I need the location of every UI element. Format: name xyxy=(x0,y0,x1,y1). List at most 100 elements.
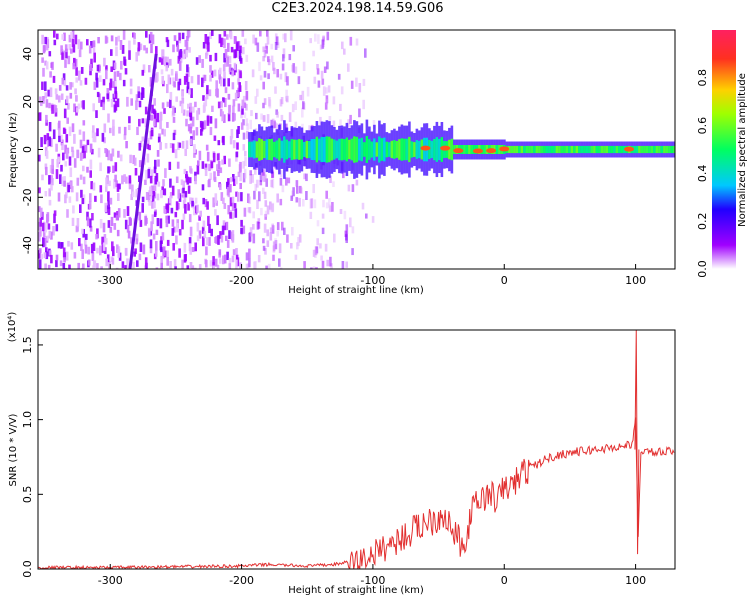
noise-cell xyxy=(234,49,238,58)
snr-y-tick-label: 0.5 xyxy=(21,486,34,504)
noise-cell xyxy=(73,252,77,259)
noise-cell xyxy=(80,100,84,108)
noise-cell xyxy=(233,62,237,71)
noise-cell xyxy=(227,205,230,215)
noise-cell xyxy=(192,130,195,141)
noise-cell xyxy=(235,151,239,158)
noise-cell xyxy=(96,64,100,72)
noise-cell xyxy=(219,258,222,264)
noise-cell xyxy=(83,150,86,159)
noise-cell xyxy=(117,249,121,258)
noise-cell xyxy=(126,96,129,107)
noise-cell xyxy=(324,243,328,252)
snr-y-tick-label: 1.5 xyxy=(21,336,34,354)
noise-cell xyxy=(57,192,61,202)
noise-cell xyxy=(59,260,63,267)
noise-cell xyxy=(215,200,218,206)
noise-cell xyxy=(184,203,187,214)
signal-band-inner-cell xyxy=(585,145,589,154)
noise-cell xyxy=(152,233,156,240)
noise-cell xyxy=(339,103,342,111)
noise-cell xyxy=(165,203,168,210)
noise-cell xyxy=(233,113,236,121)
noise-cell xyxy=(294,101,297,111)
noise-cell xyxy=(44,191,48,197)
noise-cell xyxy=(227,78,230,87)
noise-cell xyxy=(171,143,175,153)
signal-band-inner-cell xyxy=(248,141,251,158)
noise-cell xyxy=(57,241,61,249)
noise-cell xyxy=(242,119,245,126)
noise-cell xyxy=(266,229,269,237)
noise-cell xyxy=(305,191,308,201)
noise-cell xyxy=(197,160,200,166)
signal-band-inner-cell xyxy=(375,142,379,157)
noise-cell xyxy=(43,134,47,145)
noise-cell xyxy=(69,92,73,99)
noise-cell xyxy=(198,215,201,221)
noise-cell xyxy=(351,248,354,256)
noise-cell xyxy=(92,42,96,53)
signal-band-inner-cell xyxy=(388,142,391,157)
noise-cell xyxy=(71,146,74,152)
noise-cell xyxy=(355,38,359,46)
noise-cell xyxy=(42,96,45,104)
noise-cell xyxy=(128,179,132,190)
noise-cell xyxy=(93,52,96,63)
noise-cell xyxy=(262,187,265,194)
signal-band-inner-cell xyxy=(615,145,619,154)
noise-cell xyxy=(291,227,294,236)
noise-cell xyxy=(317,80,321,88)
signal-band-inner-cell xyxy=(635,145,639,154)
noise-cell xyxy=(69,167,73,178)
noise-cell xyxy=(284,33,287,43)
noise-cell xyxy=(320,70,324,79)
noise-cell xyxy=(62,263,66,269)
noise-cell xyxy=(207,215,210,226)
noise-cell xyxy=(53,210,57,216)
noise-cell xyxy=(228,64,232,73)
noise-cell xyxy=(172,243,175,251)
noise-cell xyxy=(236,142,239,150)
noise-cell xyxy=(66,209,69,218)
noise-cell xyxy=(146,153,150,163)
noise-cell xyxy=(48,175,51,185)
noise-cell xyxy=(272,268,276,269)
noise-cell xyxy=(121,45,125,54)
noise-cell xyxy=(45,150,49,159)
noise-cell xyxy=(80,67,84,74)
noise-cell xyxy=(306,86,310,97)
noise-cell xyxy=(151,200,154,209)
snr-x-tick-label: -300 xyxy=(98,574,123,587)
colorbar-tick-label: 0.2 xyxy=(696,212,709,230)
signal-band-inner-cell xyxy=(370,141,374,158)
noise-cell xyxy=(314,246,318,256)
noise-cell xyxy=(202,220,206,228)
noise-cell xyxy=(81,146,85,153)
noise-cell xyxy=(254,261,257,269)
noise-cell xyxy=(245,90,249,101)
noise-cell xyxy=(141,69,145,76)
noise-cell xyxy=(178,229,182,236)
noise-cell xyxy=(223,203,227,209)
noise-cell xyxy=(222,64,226,72)
noise-cell xyxy=(214,118,218,129)
noise-cell xyxy=(166,256,169,266)
noise-cell xyxy=(149,31,153,41)
noise-cell xyxy=(117,208,121,218)
noise-cell xyxy=(221,225,225,235)
noise-cell xyxy=(235,248,238,255)
colorbar-gradient xyxy=(712,30,736,269)
noise-cell xyxy=(312,266,316,269)
noise-cell xyxy=(316,64,319,70)
noise-cell xyxy=(138,118,141,127)
noise-cell xyxy=(65,134,69,143)
snr-y-ticks: 0.0 0.5 1.0 1.5 xyxy=(21,336,43,578)
noise-cell xyxy=(332,181,335,187)
noise-cell xyxy=(108,180,111,187)
noise-cell xyxy=(302,101,305,110)
noise-cell xyxy=(96,247,99,254)
noise-cell xyxy=(63,80,67,87)
noise-cell xyxy=(128,50,131,60)
